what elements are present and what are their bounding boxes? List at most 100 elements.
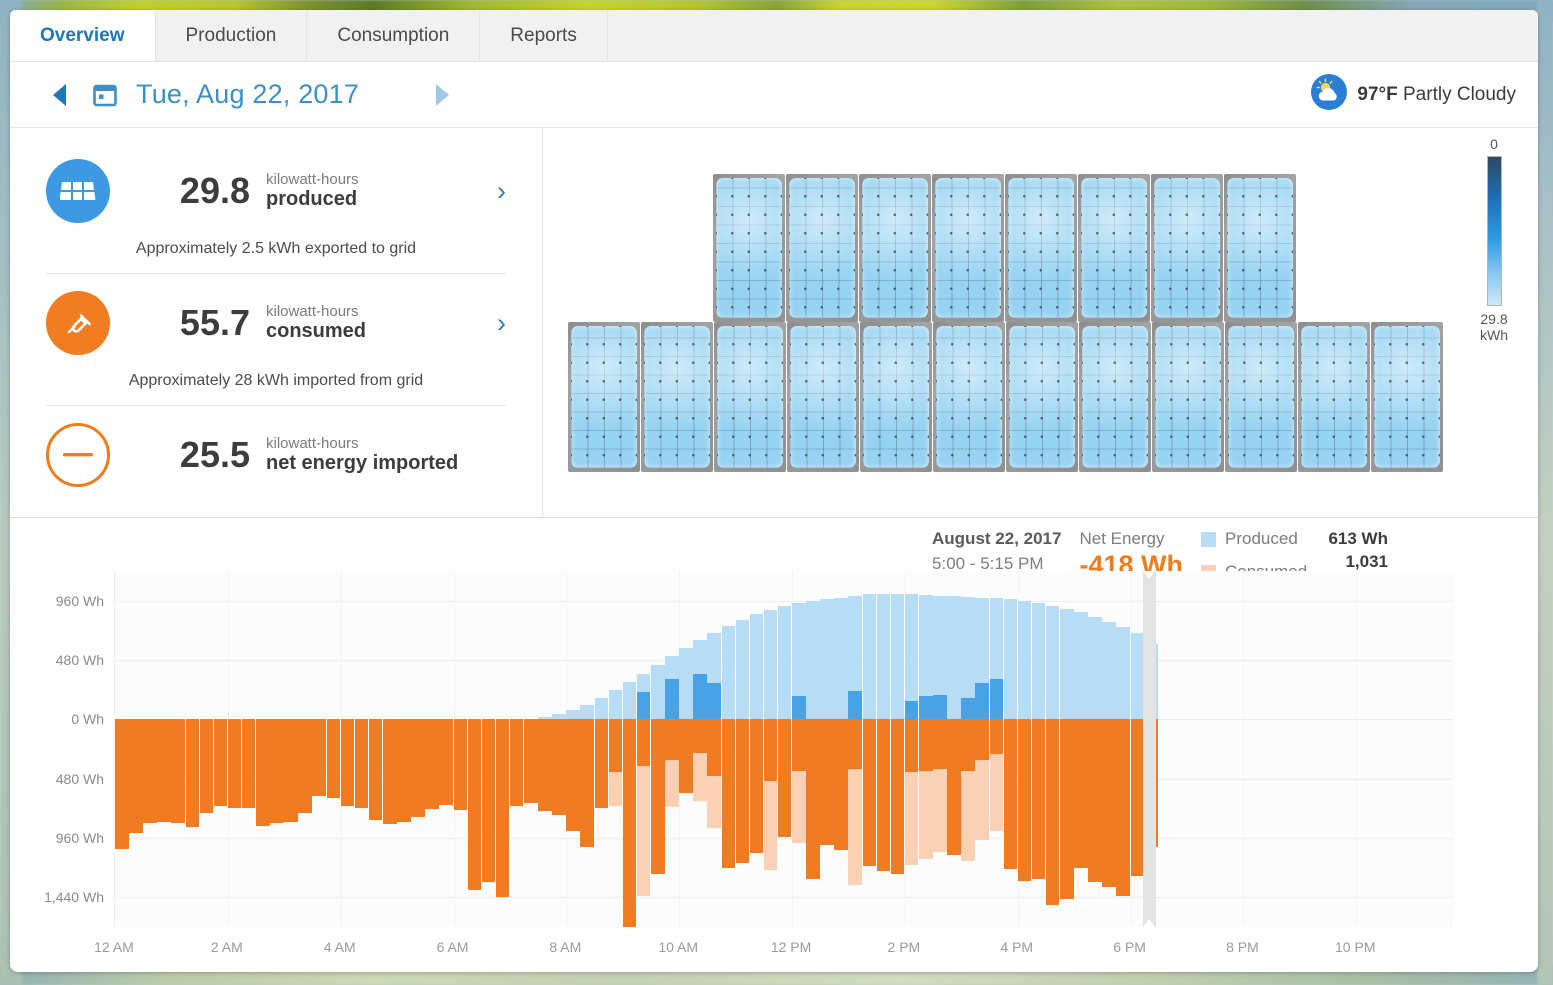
solar-panel[interactable] [785, 173, 858, 322]
solar-panel[interactable] [1223, 173, 1296, 322]
tooltip-date: August 22, 2017 [932, 529, 1062, 548]
bar-imported [383, 719, 397, 824]
chart-x-tick-label: 12 AM [94, 939, 134, 955]
date-navigation-bar: Tue, Aug 22, 2017 97°F Partly Cl [10, 62, 1538, 128]
solar-panel[interactable] [712, 173, 785, 322]
calendar-icon[interactable] [92, 82, 118, 108]
triangle-right-icon [435, 83, 449, 106]
bar-exported [904, 700, 919, 720]
consumed-note: Approximately 28 kWh imported from grid [128, 372, 424, 389]
solar-panel[interactable] [713, 321, 786, 472]
bar-imported [1017, 719, 1032, 882]
bar-imported [115, 719, 129, 850]
bar-produced [1102, 621, 1116, 720]
bar-produced [933, 595, 947, 720]
bar-produced [904, 594, 919, 720]
chart-hover-cursor[interactable] [1142, 571, 1156, 927]
bar-imported [524, 719, 538, 804]
chart-x-tick-label: 10 PM [1335, 939, 1376, 955]
bar-imported [1074, 719, 1088, 868]
chart-plot-area[interactable] [114, 571, 1454, 927]
bar-produced [820, 598, 834, 720]
bar-imported [439, 719, 453, 805]
stat-row-net-energy: 25.5 kilowatt-hours net energy imported [46, 406, 506, 490]
solar-panel[interactable] [1151, 321, 1224, 472]
bar-produced [1088, 616, 1102, 720]
bar-produced [749, 614, 764, 720]
next-day-button[interactable] [431, 83, 453, 106]
solar-panel[interactable] [931, 173, 1004, 322]
array-color-scale: 0 29.8 kWh [1468, 136, 1520, 343]
solar-panel[interactable] [932, 321, 1005, 472]
solar-panel[interactable] [1077, 173, 1150, 322]
bar-imported [453, 719, 468, 811]
tab-reports[interactable]: Reports [480, 10, 608, 61]
tab-overview[interactable]: Overview [10, 10, 156, 61]
solar-panel-cells [716, 325, 783, 468]
bar-imported [721, 719, 736, 868]
chart-bars [115, 571, 1454, 927]
solar-panel[interactable] [567, 321, 640, 472]
bar-imported [848, 719, 862, 769]
bar-imported [636, 719, 651, 767]
tab-consumption[interactable]: Consumption [307, 10, 481, 61]
chevron-right-icon-produced[interactable]: › [497, 175, 506, 206]
solar-panel[interactable] [786, 321, 859, 472]
bar-imported [890, 719, 905, 874]
bar-produced [1060, 608, 1074, 720]
bar-imported [552, 719, 566, 815]
solar-panel[interactable] [858, 173, 931, 322]
stat-row-produced[interactable]: 29.8 kilowatt-hours produced › [46, 142, 506, 226]
legend-value-produced: 613 Wh [1328, 529, 1388, 548]
chart-x-tick-label: 4 AM [323, 939, 356, 955]
weather-condition: Partly Cloudy [1403, 83, 1516, 105]
bar-imported [707, 719, 721, 777]
tab-bar: Overview Production Consumption Reports [10, 10, 1538, 62]
solar-panel-cells [862, 325, 929, 468]
solar-panel-cells [570, 325, 637, 468]
bar-imported [777, 719, 792, 837]
bar-produced [622, 682, 637, 720]
bar-produced [1031, 603, 1046, 720]
solar-panel-cells [1008, 325, 1075, 468]
current-date-label[interactable]: Tue, Aug 22, 2017 [136, 79, 360, 109]
previous-day-button[interactable] [48, 83, 70, 106]
bar-produced [1003, 599, 1018, 720]
solar-panel-cells [1081, 325, 1148, 468]
solar-panel[interactable] [1005, 321, 1078, 472]
net-energy-value: 25.5 [179, 434, 250, 475]
bar-produced [806, 600, 820, 720]
scale-gradient-bar [1486, 156, 1502, 306]
bar-produced [777, 606, 792, 720]
solar-panel[interactable] [1004, 173, 1077, 322]
bar-imported [256, 719, 270, 826]
chevron-right-icon-consumed[interactable]: › [497, 307, 506, 338]
stat-row-consumed[interactable]: 55.7 kilowatt-hours consumed › [46, 274, 506, 358]
solar-panel[interactable] [859, 321, 932, 472]
bar-imported [241, 719, 256, 809]
solar-panel[interactable] [1297, 321, 1370, 472]
net-energy-name: net energy imported [266, 452, 459, 474]
legend-label-produced: Produced [1225, 529, 1298, 548]
solar-panel[interactable] [1150, 173, 1223, 322]
chart-gridline [115, 600, 1454, 602]
stats-divider-1 [46, 273, 506, 274]
bar-imported [354, 719, 369, 808]
consumed-value: 55.7 [179, 302, 250, 343]
solar-panel-cells [643, 325, 710, 468]
solar-panel[interactable] [1078, 321, 1151, 472]
app-card: Overview Production Consumption Reports … [10, 10, 1538, 972]
bar-imported [763, 719, 778, 782]
bar-imported [947, 719, 961, 855]
bar-imported [467, 719, 482, 890]
bar-imported [312, 719, 326, 796]
bar-imported [735, 719, 750, 863]
chart-x-tick-label: 2 PM [887, 939, 921, 955]
bar-produced [524, 718, 538, 720]
solar-panel[interactable] [1224, 321, 1297, 472]
solar-panel[interactable] [640, 321, 713, 472]
bar-exported [919, 695, 933, 720]
solar-panel[interactable] [1370, 321, 1443, 472]
tab-production[interactable]: Production [156, 10, 308, 61]
bar-imported [1116, 719, 1130, 897]
